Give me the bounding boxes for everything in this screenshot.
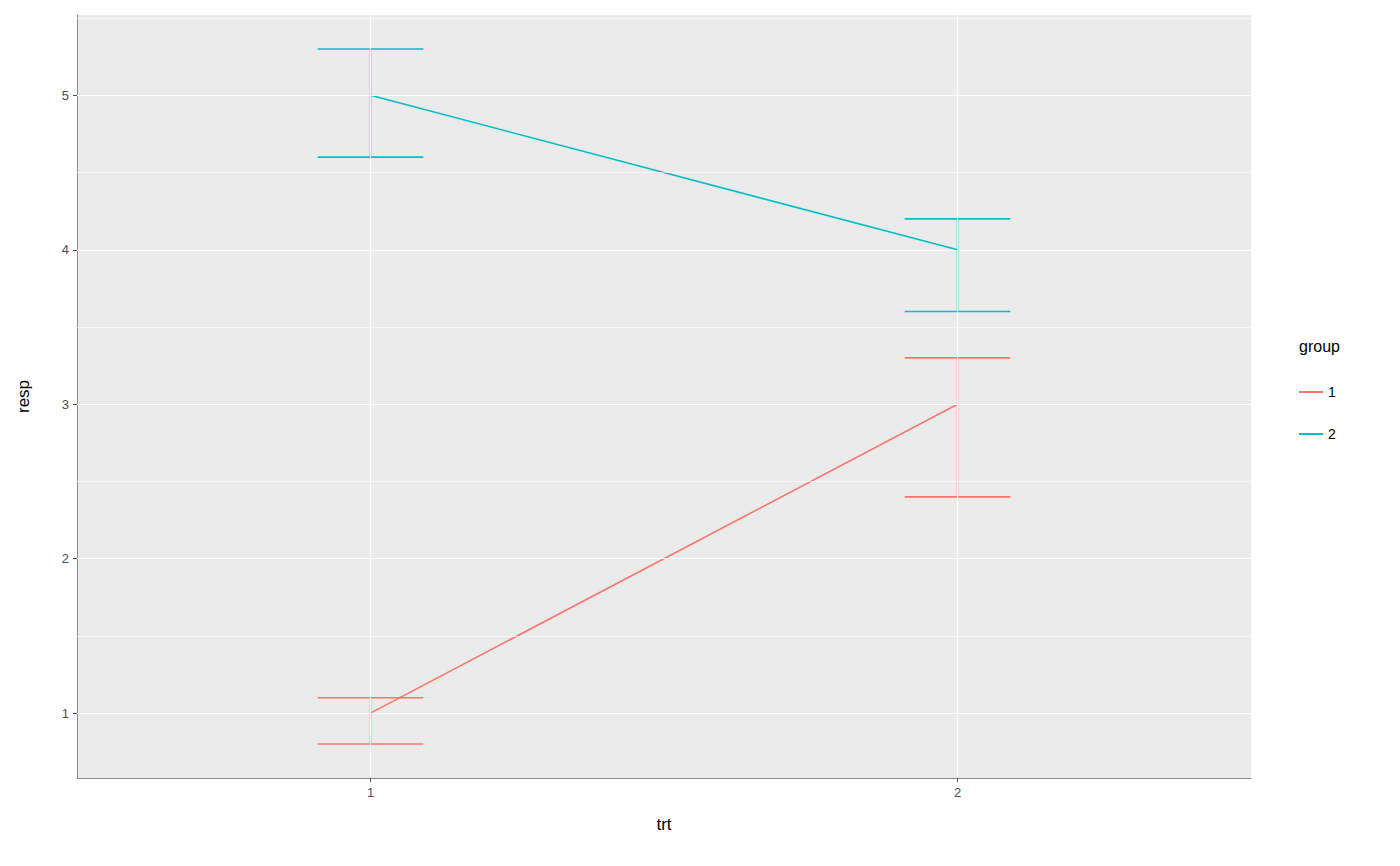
- svg-text:2: 2: [62, 551, 69, 566]
- svg-text:2: 2: [954, 785, 961, 800]
- svg-text:1: 1: [1328, 384, 1336, 400]
- svg-text:trt: trt: [656, 815, 671, 834]
- svg-text:group: group: [1299, 338, 1340, 355]
- svg-text:1: 1: [367, 785, 374, 800]
- svg-text:5: 5: [62, 88, 69, 103]
- svg-text:4: 4: [62, 242, 69, 257]
- svg-text:2: 2: [1328, 426, 1336, 442]
- svg-text:resp: resp: [14, 380, 33, 413]
- svg-text:1: 1: [62, 706, 69, 721]
- svg-text:3: 3: [62, 397, 69, 412]
